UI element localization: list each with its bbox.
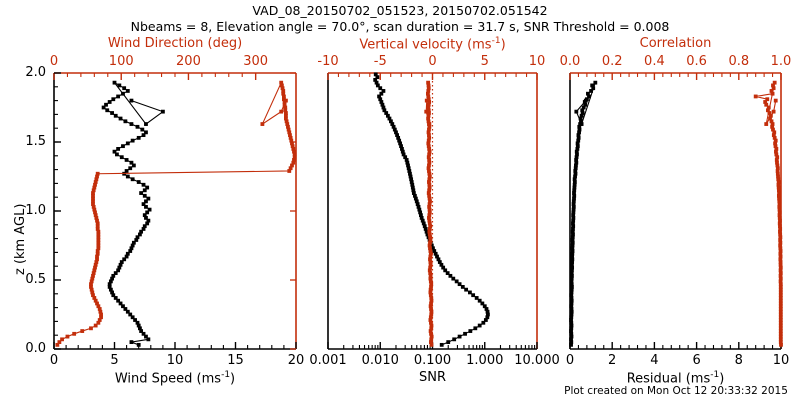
y-tick-0: 0.0 (25, 341, 46, 356)
figure-title: VAD_08_20150702_051523, 20150702.051542 (252, 3, 548, 18)
y-tick-3: 1.5 (25, 134, 46, 149)
panel-1-xtick-2: 10 (166, 353, 184, 368)
panel-3-xaxis-label: Residual (ms-1) (626, 370, 725, 387)
panel-3-xtick-top-0: 0.0 (559, 54, 581, 69)
panel-2-xtick-0: 0.001 (309, 353, 347, 368)
panel-1-xtick-1: 5 (110, 353, 119, 368)
panel-2-xtick-1: 0.010 (361, 353, 399, 368)
panel-3-xtick-top-3: 0.6 (686, 54, 707, 69)
panel-1-xaxis-label-top: Wind Direction (deg) (107, 36, 243, 51)
y-tick-2: 1.0 (25, 203, 46, 218)
panel-1-xtick-top-3: 300 (243, 54, 269, 69)
footer-timestamp: Plot created on Mon Oct 12 20:33:32 2015 (564, 385, 788, 397)
panel-3-xtick-top-5: 1.0 (770, 54, 792, 69)
panel-2-xtick-top-3: 5 (480, 54, 489, 69)
y-tick-4: 2.0 (25, 65, 46, 80)
panel-2-xaxis-label: SNR (418, 370, 447, 385)
panel-3-xtick-3: 6 (692, 353, 701, 368)
panel-3-xaxis-label-top: Correlation (639, 36, 712, 51)
y-tick-1: 0.5 (25, 272, 46, 287)
panel-2-xtick-3: 1.000 (466, 353, 504, 368)
figure-subtitle: Nbeams = 8, Elevation angle = 70.0°, sca… (130, 19, 670, 34)
panel-2-xtick-top-4: 10 (528, 54, 546, 69)
panel-3-xtick-top-2: 0.4 (644, 54, 665, 69)
panel-3-xtick-top-4: 0.8 (728, 54, 750, 69)
panel-1-xaxis-label: Wind Speed (ms-1) (114, 370, 236, 387)
panel-2-xtick-top-0: -10 (317, 54, 339, 69)
panel-3-xtick-2: 4 (650, 353, 659, 368)
panel-1-xtick-top-0: 0 (49, 54, 59, 69)
panel-3-xtick-4: 8 (734, 353, 743, 368)
panel-1-xtick-0: 0 (49, 353, 59, 368)
panel-2-xtick-top-2: 0 (428, 54, 437, 69)
panel-1-xtick-top-1: 100 (108, 54, 134, 69)
panel-3-xtick-5: 10 (772, 353, 790, 368)
panel-1-xtick-top-2: 200 (176, 54, 201, 69)
panel-2-xaxis-label-top: Vertical velocity (ms-1) (359, 36, 506, 53)
panel-3-xtick-0: 0 (565, 353, 575, 368)
panel-2-xtick-2: 0.100 (413, 353, 452, 368)
panel-2-xtick-top-1: -5 (373, 54, 387, 69)
panel-1-xtick-3: 15 (227, 353, 244, 368)
panel-2-xtick-4: 10.000 (514, 353, 560, 368)
panel-3-xtick-top-1: 0.2 (601, 54, 623, 69)
panel-1-xtick-4: 20 (287, 353, 305, 368)
panel-3-xtick-1: 2 (608, 353, 617, 368)
